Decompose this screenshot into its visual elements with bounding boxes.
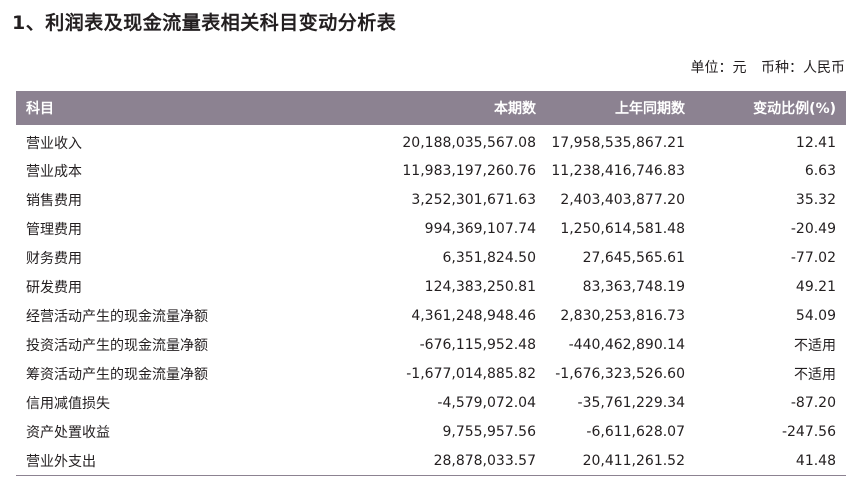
row-item-cell: 营业外支出 (16, 446, 281, 476)
unit-label: 单位：元 (690, 60, 747, 76)
row-item-cell: 研发费用 (26, 279, 82, 296)
row-prior-value-cell: -6,611,628.07 (586, 423, 685, 440)
row-change-ratio-cell: -247.56 (781, 423, 836, 440)
row-change-ratio-cell: 54.09 (795, 307, 836, 324)
row-item-cell: 销售费用 (26, 192, 82, 209)
row-prior-value-cell: -1,676,323,526.60 (555, 365, 685, 382)
table-row: 投资活动产生的现金流量净额 -676,115,952.48 -440,462,890… (16, 330, 846, 359)
table-row: 营业成本 11,983,197,260.76 11,238,416,746.83 6.… (16, 156, 846, 185)
table-row: 管理费用 994,369,107.74 1,250,614,581.48 -20.49 (16, 214, 846, 243)
table-row: 财务费用 6,351,824.50 27,645,565.61 -77.02 (16, 243, 846, 272)
table-row: 营业外支出 28,878,033.57 20,411,261.52 41.48 (16, 446, 846, 476)
row-change-ratio-cell: 49.21 (795, 278, 836, 295)
row-prior-value-cell: -35,761,229.34 (577, 394, 685, 411)
row-current-value-cell: 20,188,035,567.08 (402, 134, 536, 151)
row-change-ratio-cell: 不适用 (794, 337, 836, 354)
row-current-value-cell: -676,115,952.48 (419, 336, 536, 353)
table-row: 营业收入 20,188,035,567.08 17,958,535,867.21 12… (16, 125, 846, 156)
row-change-ratio-cell: 6.63 (804, 162, 836, 179)
row-current-value-cell: -1,677,014,885.82 (406, 365, 536, 382)
row-prior-value-cell: 20,411,261.52 (543, 446, 693, 476)
row-change-ratio-cell: -20.49 (790, 220, 836, 237)
row-item-cell: 经营活动产生的现金流量净额 (26, 308, 208, 325)
row-item-cell: 信用减值损失 (26, 395, 110, 412)
row-current-value-cell: 4,361,248,948.46 (411, 307, 536, 324)
income-cashflow-table: 科目 本期数 上年同期数 变动比例(%) 营业收入 20,188,035,567.… (16, 91, 846, 476)
table-header-row: 科目 本期数 上年同期数 变动比例(%) (16, 91, 846, 125)
row-item-cell: 筹资活动产生的现金流量净额 (26, 366, 208, 383)
row-item-cell: 营业收入 (26, 135, 82, 152)
table-row: 研发费用 124,383,250.81 83,363,748.19 49.21 (16, 272, 846, 301)
table-body: 营业收入 20,188,035,567.08 17,958,535,867.21 12… (16, 125, 846, 476)
row-prior-value-cell: 17,958,535,867.21 (551, 134, 685, 151)
row-item-cell: 管理费用 (26, 221, 82, 238)
row-item-cell: 资产处置收益 (26, 424, 110, 441)
row-change-ratio-cell: -77.02 (790, 249, 836, 266)
row-current-value-cell: 994,369,107.74 (424, 220, 536, 237)
row-current-value-cell: -4,579,072.04 (437, 394, 536, 411)
table-row: 筹资活动产生的现金流量净额 -1,677,014,885.82 -1,676,323… (16, 359, 846, 388)
row-change-ratio-cell: 41.48 (693, 446, 846, 476)
row-prior-value-cell: 2,830,253,816.73 (560, 307, 685, 324)
row-current-value-cell: 3,252,301,671.63 (411, 191, 536, 208)
header-prior-period: 上年同期数 (543, 91, 693, 125)
row-prior-value-cell: 2,403,403,877.20 (560, 191, 685, 208)
row-item-cell: 财务费用 (26, 250, 82, 267)
row-item-cell: 营业成本 (26, 163, 82, 180)
row-change-ratio-cell: 12.41 (795, 134, 836, 151)
row-change-ratio-cell: 不适用 (794, 366, 836, 383)
row-current-value-cell: 11,983,197,260.76 (402, 162, 536, 179)
table-row: 资产处置收益 9,755,957.56 -6,611,628.07 -247.56 (16, 417, 846, 446)
table-row: 信用减值损失 -4,579,072.04 -35,761,229.34 -87.20 (16, 388, 846, 417)
row-current-value-cell: 28,878,033.57 (281, 446, 543, 476)
row-current-value-cell: 6,351,824.50 (442, 249, 536, 266)
row-prior-value-cell: 11,238,416,746.83 (551, 162, 685, 179)
row-current-value-cell: 9,755,957.56 (442, 423, 536, 440)
row-current-value-cell: 124,383,250.81 (424, 278, 536, 295)
page-title: 1、利润表及现金流量表相关科目变动分析表 (12, 12, 397, 34)
table-row: 经营活动产生的现金流量净额 4,361,248,948.46 2,830,253,8… (16, 301, 846, 330)
header-change-ratio: 变动比例(%) (693, 91, 846, 125)
table-row: 销售费用 3,252,301,671.63 2,403,403,877.20 35.3… (16, 185, 846, 214)
currency-label: 币种：人民币 (761, 60, 845, 76)
row-change-ratio-cell: 35.32 (795, 191, 836, 208)
header-current-period: 本期数 (281, 91, 543, 125)
row-change-ratio-cell: -87.20 (790, 394, 836, 411)
row-item-cell: 投资活动产生的现金流量净额 (26, 337, 208, 354)
header-item: 科目 (16, 91, 281, 125)
row-prior-value-cell: 1,250,614,581.48 (560, 220, 685, 237)
unit-currency-note: 单位：元 币种：人民币 (681, 57, 845, 77)
row-prior-value-cell: -440,462,890.14 (568, 336, 685, 353)
row-prior-value-cell: 27,645,565.61 (582, 249, 685, 266)
row-prior-value-cell: 83,363,748.19 (582, 278, 685, 295)
